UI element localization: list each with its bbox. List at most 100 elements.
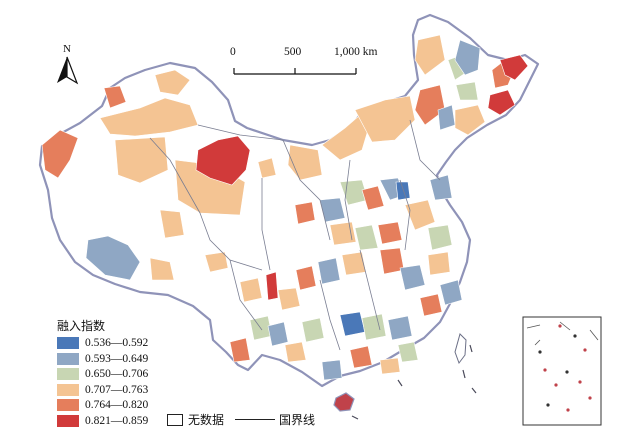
legend: 融入指数 0.536—0.592 0.593—0.649 0.650—0.706 0.…: [57, 317, 387, 427]
region-59: [379, 357, 401, 375]
legend-swatch-4: [57, 399, 79, 412]
scale-bar-line: [233, 68, 357, 75]
region-23: [454, 104, 486, 136]
region-1: [154, 69, 191, 96]
boundary-line-0: [149, 137, 201, 214]
boundary-line-8: [359, 249, 381, 331]
region-56: [349, 345, 373, 369]
boundary-line-6: [344, 159, 353, 241]
scale-tick-1000-value: 1,000: [334, 46, 360, 58]
north-label: N: [63, 43, 71, 55]
legend-border: 国界线: [235, 411, 315, 428]
region-34: [404, 199, 436, 231]
hainan-island: [333, 392, 355, 412]
region-11: [257, 157, 277, 179]
boundary-line-4: [229, 259, 263, 331]
legend-label-4: 0.764—0.820: [85, 399, 149, 412]
region-49: [301, 317, 325, 343]
legend-label-3: 0.707—0.763: [85, 383, 149, 396]
boundary-line-10: [409, 119, 441, 181]
region-47: [361, 313, 387, 341]
inset-island-0: [538, 350, 542, 354]
region-36: [427, 224, 453, 251]
scale-tick-500: 500: [284, 46, 302, 58]
legend-no-data: 无数据: [167, 411, 224, 428]
legend-swatch-5: [57, 415, 79, 427]
legend-item-2: 0.650—0.706: [57, 367, 148, 381]
boundary-line-2: [197, 124, 284, 141]
legend-item-3: 0.707—0.763: [57, 383, 148, 397]
region-3: [41, 129, 79, 179]
legend-label-2: 0.650—0.706: [85, 368, 149, 381]
legend-item-0: 0.536—0.592: [57, 336, 148, 350]
region-24: [455, 81, 479, 101]
inset-island-10: [558, 324, 562, 328]
boundary-line-1: [199, 212, 263, 271]
region-7: [85, 235, 141, 281]
scale-tick-0: 0: [230, 46, 236, 58]
region-50: [229, 337, 251, 363]
legend-swatch-1: [57, 352, 79, 365]
inset-island-3: [565, 370, 569, 374]
scale-unit: km: [362, 46, 378, 58]
boundary-line-7: [399, 179, 411, 251]
region-21: [414, 84, 446, 126]
region-58: [397, 341, 419, 363]
no-data-swatch: [167, 413, 183, 426]
region-2: [103, 85, 127, 109]
no-data-label: 无数据: [188, 413, 225, 427]
inset-islands: [526, 321, 599, 412]
scale-tick-1000: 1,000 km: [334, 46, 377, 58]
region-17: [454, 39, 481, 76]
boundary-line-9: [319, 279, 341, 351]
region-26: [395, 181, 411, 201]
region-44: [295, 265, 317, 291]
inset-island-5: [588, 396, 592, 400]
taiwan-island: [454, 333, 467, 365]
border-line-swatch: [235, 419, 275, 420]
region-41: [419, 293, 443, 317]
north-arrow: N: [55, 43, 79, 85]
inset-island-2: [554, 383, 558, 387]
scale-bar: 0 500 1,000 km: [226, 46, 396, 86]
legend-item-1: 0.593—0.649: [57, 352, 148, 366]
region-33: [377, 221, 403, 245]
legend-title: 融入指数: [57, 319, 106, 333]
legend-swatch-0: [57, 337, 79, 349]
region-38: [399, 264, 426, 291]
region-14: [354, 95, 416, 143]
coastline-marks: [351, 344, 477, 420]
region-45: [277, 287, 301, 311]
inset-island-8: [583, 348, 587, 352]
region-9: [159, 209, 185, 239]
legend-swatch-2: [57, 368, 79, 381]
region-10: [204, 251, 229, 273]
region-52: [265, 271, 279, 301]
region-4: [114, 136, 169, 184]
inset-island-6: [546, 403, 550, 407]
region-19: [499, 54, 529, 81]
region-20: [487, 89, 516, 116]
region-35: [429, 174, 453, 201]
region-6: [195, 135, 251, 186]
province-boundaries: [149, 119, 441, 351]
inset-island-9: [573, 334, 577, 338]
region-15: [414, 34, 446, 76]
inset-coastline: [526, 321, 599, 346]
boundary-line-5: [282, 139, 331, 241]
region-43: [317, 257, 341, 285]
region-31: [329, 221, 357, 246]
legend-label-5: 0.821—0.859: [85, 415, 149, 427]
boundary-line-3: [261, 178, 271, 271]
region-8: [149, 257, 175, 281]
region-40: [439, 279, 463, 306]
region-53: [239, 277, 263, 303]
region-32: [354, 224, 379, 251]
region-28: [361, 185, 385, 211]
north-arrow-icon: [57, 56, 79, 85]
region-39: [427, 251, 451, 276]
legend-label-1: 0.593—0.649: [85, 352, 149, 365]
legend-item-5: 0.821—0.859: [57, 414, 148, 428]
